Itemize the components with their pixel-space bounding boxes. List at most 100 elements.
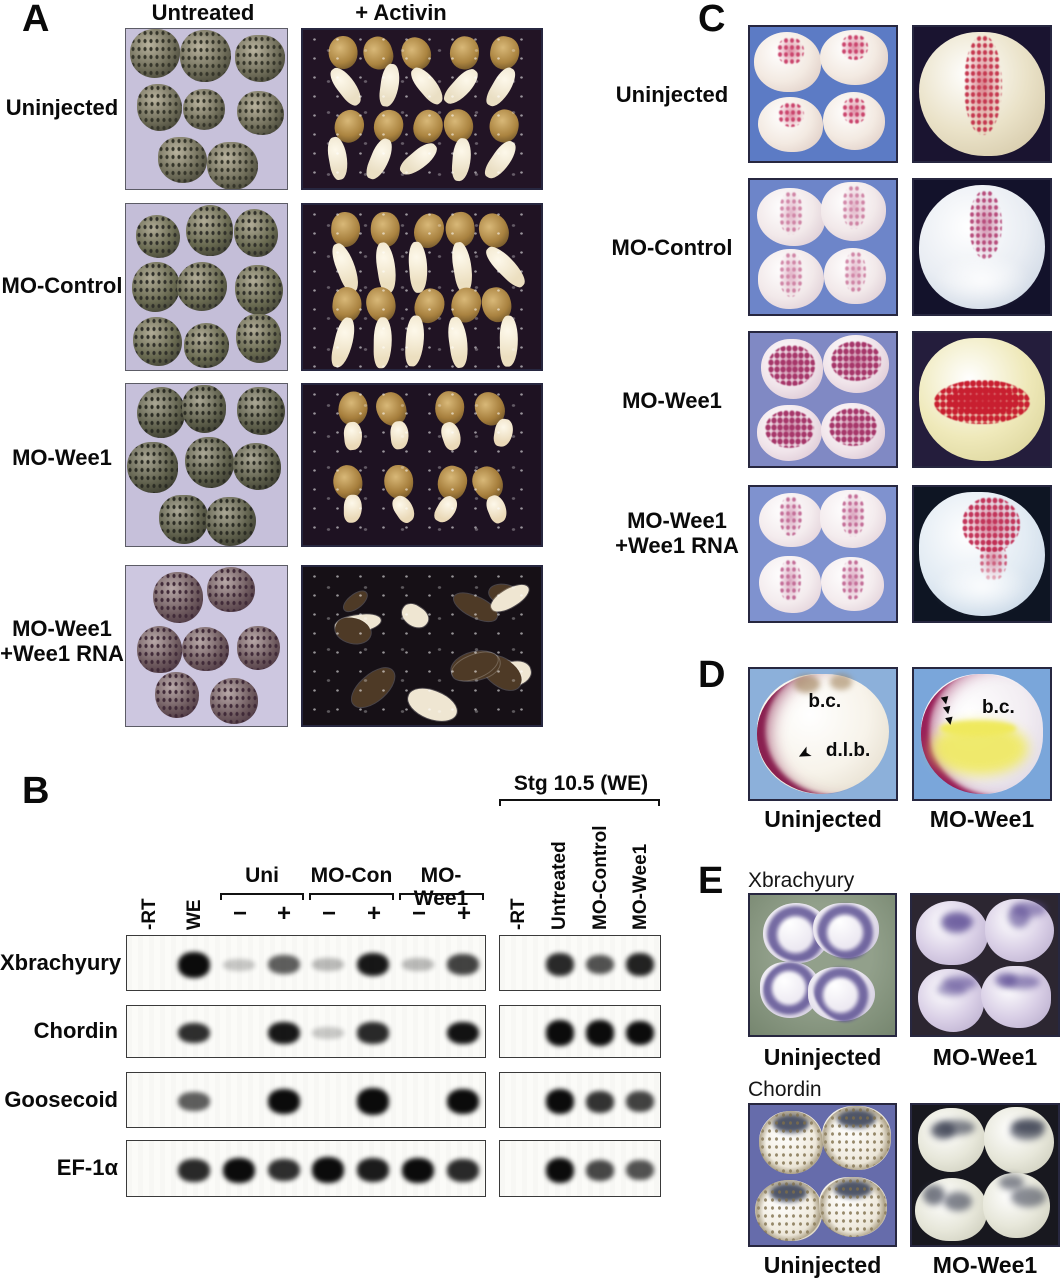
panel-c-row-label-mo-wee1: MO-Wee1 [602,388,742,413]
gel-band [446,1021,479,1045]
rim-stain [822,1106,891,1170]
embryo [235,264,283,316]
rim-stain [755,1180,823,1241]
embryo [157,137,207,184]
gel-band [545,953,575,976]
lane-symbol-plus: + [456,900,471,927]
gene-label-xbrachyury: Xbrachyury [0,950,122,975]
gel-band [357,952,390,977]
photo-a-untreated-mo-wee1 [125,383,288,547]
panel-c-row-label-mo-wee1-rna: MO-Wee1 +Wee1 RNA [602,508,752,559]
stain-region [842,184,866,230]
row-label-line1: MO-Wee1 [622,388,722,413]
blotch-stain [994,972,1017,987]
blotch-stain [930,1121,956,1140]
blotch-stain [936,982,967,997]
embryo [135,214,181,258]
stain-region [768,345,816,387]
embryo [136,626,182,673]
embryo [800,953,883,1035]
gel-left-ef-1a [126,1140,486,1197]
group-bracket-uni [220,893,304,900]
blotch-stain [941,912,971,933]
gel-band [267,1089,300,1114]
embryo [132,262,180,313]
embryo [984,898,1055,963]
group-header-mo-con: MO-Con [310,864,393,887]
bc-annotation: b.c. [808,691,842,713]
photo-a-activin-mo-wee1 [301,383,543,547]
photo-a-untreated-mo-wee1-rna [125,565,288,727]
stain-region [779,251,804,298]
panel-c-letter: C [698,0,726,40]
gel-band [267,955,300,975]
embryo [235,34,286,83]
photo-a-activin-uninjected [301,28,543,190]
embryo [182,627,229,671]
caption-e-chordin-mo-wee1: MO-Wee1 [932,1252,1038,1278]
embryo [983,1172,1051,1239]
yolk-band [940,720,1017,737]
embryo [919,184,1045,310]
blotch-stain [1010,1186,1046,1207]
bc-annotation: b.c. [982,696,1015,718]
stain-region [777,36,805,65]
lane-symbol-minus: − [411,900,426,927]
photo-c-closeup-mo-wee1 [912,331,1052,468]
embryo [822,335,890,394]
section-title-xbrachyury: Xbrachyury [748,869,855,892]
panel-a-letter: A [22,0,50,40]
group-bracket-mo-con [309,893,394,900]
gel-right-xbrachyury [499,935,661,991]
gel-band [222,958,255,971]
gel-band [446,954,479,976]
embryo [206,567,255,612]
embryo [205,497,256,546]
ring-stain [800,953,883,1035]
gel-right-goosecoid [499,1072,661,1128]
gene-label-goosecoid: Goosecoid [4,1087,118,1112]
photo-c-group-mo-control [748,178,898,316]
embryo [920,674,1044,794]
photo-d-uninjected: b.c. d.l.b. ➤ [748,667,898,801]
panel-a-row-label-mo-control: MO-Control [0,273,124,298]
embryo [758,1110,823,1175]
photo-e-chordin-uninjected [748,1103,897,1247]
gel-band [312,958,345,971]
panel-c-row-label-uninjected: Uninjected [602,82,742,107]
gel-band [585,1020,615,1046]
lane-symbol-minus: − [232,900,247,927]
rim-stain [758,1110,823,1175]
smudge [829,674,852,690]
lane-symbol-plus: + [366,900,381,927]
gel-left-chordin [126,1005,486,1058]
highlight [934,560,1030,613]
gel-band [585,1159,615,1181]
stain-region [779,495,803,537]
gel-band [625,1160,655,1181]
caption-e-chordin-uninjected: Uninjected [763,1252,882,1278]
gel-band [625,953,655,977]
embryo [129,29,181,79]
gel-right-chordin [499,1005,661,1058]
gel-band [267,1021,300,1045]
photo-c-closeup-mo-control [912,178,1052,316]
photo-c-closeup-mo-wee1-rna [912,485,1052,623]
photo-a-untreated-mo-control [125,203,288,371]
gel-band [545,1089,575,1114]
stain-region [765,410,814,449]
embryo [137,84,182,131]
gel-band [267,1158,300,1182]
embryo [919,31,1045,157]
gel-band [312,1027,345,1039]
panel-e-letter: E [698,860,724,902]
embryo [917,968,984,1032]
embryo [820,556,885,611]
lane-symbol-minus: − [321,900,336,927]
panel-a-row-label-uninjected: Uninjected [0,95,124,120]
photo-a-untreated-uninjected [125,28,288,190]
photo-a-activin-mo-control [301,203,543,371]
gel-band [585,1090,615,1113]
column-header-untreated: Untreated [151,0,255,25]
blotch-stain [998,1174,1025,1191]
